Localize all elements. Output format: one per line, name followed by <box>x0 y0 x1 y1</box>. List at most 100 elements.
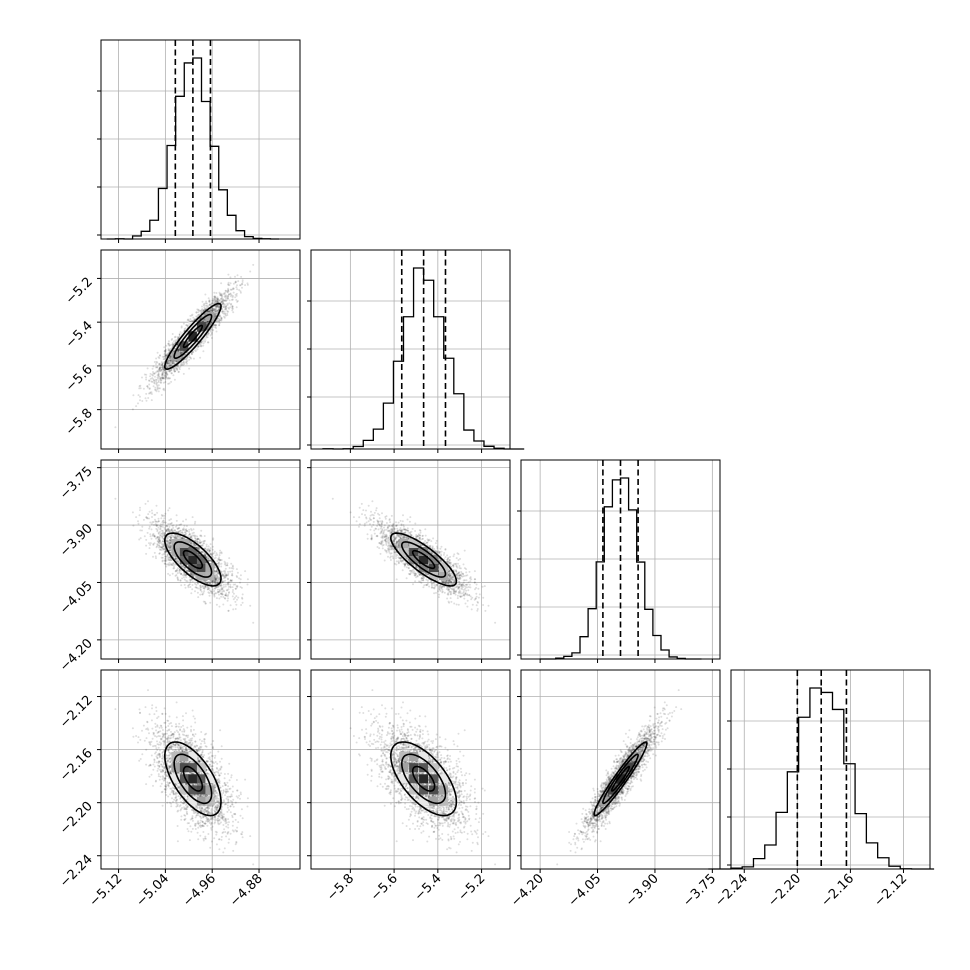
sample-point <box>179 365 182 368</box>
sample-point <box>244 284 247 287</box>
sample-point <box>171 333 174 335</box>
sample-point <box>149 377 152 380</box>
sample-point <box>156 524 158 527</box>
sample-point <box>160 379 163 382</box>
sample-point <box>160 517 163 520</box>
sample-point <box>181 351 184 353</box>
sample-point <box>191 584 194 586</box>
sample-point <box>215 597 218 600</box>
sample-point <box>157 379 160 382</box>
sample-point <box>168 519 171 522</box>
sample-point <box>160 529 163 532</box>
sample-point <box>232 311 235 314</box>
sample-point <box>191 353 193 356</box>
sample-point <box>155 378 158 381</box>
sample-point <box>214 301 217 304</box>
sample-point <box>186 325 189 328</box>
sample-point <box>165 365 168 368</box>
sample-point <box>222 312 225 315</box>
sample-point <box>246 578 249 581</box>
sample-point <box>201 544 204 547</box>
y-tick-label: −5.8 <box>63 406 96 439</box>
sample-point <box>170 343 173 346</box>
sample-point <box>151 367 154 370</box>
sample-point <box>174 335 177 338</box>
sample-point <box>208 304 211 307</box>
sample-point <box>168 344 171 347</box>
sample-point <box>232 287 235 290</box>
sample-point <box>189 318 192 321</box>
sample-point <box>163 517 166 520</box>
sample-point <box>151 512 154 515</box>
sample-point <box>149 391 152 394</box>
sample-point <box>164 351 166 354</box>
sample-point <box>146 531 149 534</box>
sample-point <box>165 377 168 380</box>
sample-point <box>224 294 227 297</box>
sample-point <box>135 405 138 408</box>
sample-point <box>166 542 169 545</box>
sample-point <box>149 375 152 378</box>
sample-point <box>232 592 235 595</box>
sample-point <box>215 552 218 555</box>
sample-point <box>207 545 210 548</box>
sample-point <box>217 298 219 300</box>
sample-point <box>211 588 214 591</box>
sample-point <box>231 565 234 568</box>
sample-point <box>221 590 224 593</box>
sample-point <box>138 385 141 388</box>
sample-point <box>171 337 174 340</box>
sample-point <box>220 282 223 285</box>
sample-point <box>196 591 199 594</box>
sample-point <box>249 270 252 273</box>
sample-point <box>170 559 173 561</box>
sample-point <box>114 497 117 500</box>
sample-point <box>227 593 230 596</box>
sample-point <box>175 367 178 370</box>
sample-point <box>167 342 170 345</box>
sample-point <box>139 506 141 509</box>
sample-point <box>209 547 212 550</box>
sample-point <box>209 334 212 337</box>
sample-point <box>165 354 168 357</box>
sample-point <box>228 307 231 310</box>
sample-point <box>149 372 152 375</box>
sample-point <box>213 595 216 598</box>
sample-point <box>164 555 167 558</box>
sample-point <box>215 305 218 308</box>
sample-point <box>194 590 196 593</box>
sample-point <box>218 324 221 327</box>
sample-point <box>161 363 163 366</box>
sample-point <box>162 388 165 391</box>
sample-point <box>194 520 197 523</box>
sample-point <box>189 356 192 359</box>
sample-point <box>156 536 159 539</box>
sample-point <box>226 290 229 293</box>
sample-point <box>213 291 216 294</box>
sample-point <box>217 300 220 303</box>
sample-point <box>231 307 234 310</box>
sample-point <box>216 309 219 312</box>
sample-point <box>172 340 175 343</box>
sample-point <box>206 320 209 323</box>
sample-point <box>139 395 141 398</box>
sample-point <box>227 609 230 612</box>
sample-point <box>148 383 151 386</box>
sample-point <box>185 576 188 579</box>
sample-point <box>222 302 225 304</box>
sample-point <box>192 357 195 360</box>
sample-point <box>151 516 153 518</box>
sample-point <box>161 366 164 369</box>
sample-point <box>237 280 240 283</box>
sample-point <box>159 528 162 531</box>
sample-point <box>185 525 188 527</box>
sample-point <box>145 392 148 395</box>
sample-point <box>225 592 228 595</box>
sample-point <box>240 275 243 278</box>
sample-point <box>155 371 157 374</box>
sample-point <box>150 393 153 395</box>
sample-point <box>154 513 157 516</box>
sample-point <box>199 589 202 591</box>
sample-point <box>161 371 164 373</box>
sample-point <box>235 603 238 606</box>
